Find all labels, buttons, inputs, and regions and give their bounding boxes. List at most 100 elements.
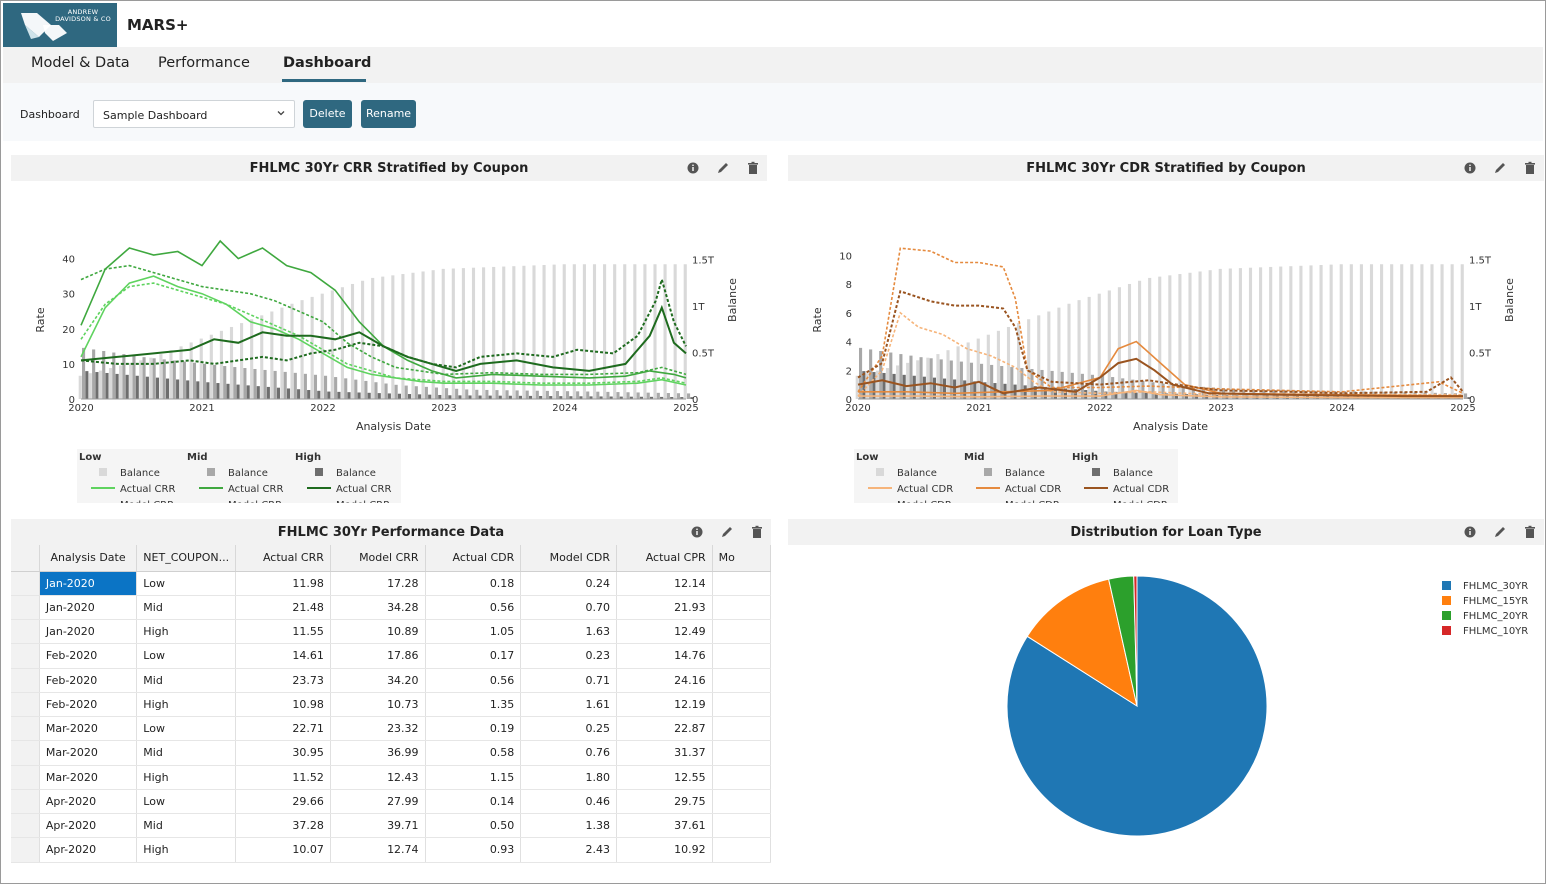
- table-cell[interactable]: High: [136, 765, 237, 790]
- table-cell[interactable]: 10.73: [330, 692, 426, 718]
- trash-icon[interactable]: [1522, 160, 1538, 176]
- table-cell[interactable]: [712, 595, 771, 621]
- table-row[interactable]: Mar-2020 Low 22.71 23.32 0.19 0.25 22.87: [11, 716, 771, 742]
- table-cell[interactable]: Feb-2020: [39, 668, 138, 693]
- table-cell[interactable]: 23.73: [235, 668, 331, 693]
- table-cell[interactable]: Apr-2020: [39, 837, 138, 863]
- table-cell[interactable]: 2.43: [520, 837, 617, 863]
- table-cell[interactable]: 12.49: [616, 619, 713, 645]
- delete-button[interactable]: Delete: [303, 100, 352, 128]
- table-cell[interactable]: 11.55: [235, 619, 331, 645]
- company-logo[interactable]: ANDREW DAVIDSON & CO: [3, 3, 117, 47]
- row-header[interactable]: [11, 692, 40, 718]
- row-header[interactable]: [11, 765, 40, 790]
- table-cell[interactable]: Mar-2020: [39, 765, 138, 790]
- table-cell[interactable]: Low: [136, 716, 237, 742]
- table-row[interactable]: Mar-2020 Mid 30.95 36.99 0.58 0.76 31.37: [11, 740, 771, 766]
- table-cell[interactable]: 12.55: [616, 765, 713, 790]
- table-cell[interactable]: 0.46: [520, 789, 617, 815]
- table-cell[interactable]: 0.18: [425, 571, 522, 596]
- row-header[interactable]: [11, 571, 40, 596]
- table-cell[interactable]: 14.76: [616, 643, 713, 669]
- table-cell[interactable]: Low: [136, 571, 237, 596]
- table-cell[interactable]: Low: [136, 789, 237, 815]
- table-cell[interactable]: Mid: [136, 813, 237, 839]
- table-cell[interactable]: [712, 837, 771, 863]
- table-cell[interactable]: 12.14: [616, 571, 713, 596]
- row-header[interactable]: [11, 716, 40, 742]
- table-cell[interactable]: 12.43: [330, 765, 426, 790]
- info-icon[interactable]: [685, 160, 701, 176]
- table-cell[interactable]: Mar-2020: [39, 716, 138, 742]
- table-row[interactable]: Apr-2020 Low 29.66 27.99 0.14 0.46 29.75: [11, 789, 771, 815]
- column-header[interactable]: Actual CPR: [616, 545, 713, 572]
- row-header[interactable]: [11, 813, 40, 839]
- table-cell[interactable]: Jan-2020: [39, 571, 138, 596]
- table-cell[interactable]: 34.28: [330, 595, 426, 621]
- table-cell[interactable]: 0.25: [520, 716, 617, 742]
- table-cell[interactable]: 21.93: [616, 595, 713, 621]
- table-row[interactable]: Apr-2020 Mid 37.28 39.71 0.50 1.38 37.61: [11, 813, 771, 839]
- table-cell[interactable]: 12.74: [330, 837, 426, 863]
- table-cell[interactable]: Jan-2020: [39, 619, 138, 645]
- row-header[interactable]: [11, 837, 40, 863]
- table-cell[interactable]: [712, 571, 771, 596]
- table-cell[interactable]: [712, 692, 771, 718]
- row-header[interactable]: [11, 595, 40, 621]
- table-cell[interactable]: 10.07: [235, 837, 331, 863]
- table-cell[interactable]: Mid: [136, 740, 237, 766]
- table-cell[interactable]: 0.56: [425, 595, 522, 621]
- row-header[interactable]: [11, 643, 40, 669]
- table-row[interactable]: Feb-2020 Low 14.61 17.86 0.17 0.23 14.76: [11, 643, 771, 669]
- info-icon[interactable]: [1462, 160, 1478, 176]
- table-cell[interactable]: [712, 643, 771, 669]
- table-cell[interactable]: 10.89: [330, 619, 426, 645]
- table-cell[interactable]: Apr-2020: [39, 789, 138, 815]
- table-cell[interactable]: 27.99: [330, 789, 426, 815]
- dashboard-select[interactable]: Sample Dashboard: [93, 100, 295, 128]
- info-icon[interactable]: [1462, 524, 1478, 540]
- table-cell[interactable]: 1.80: [520, 765, 617, 790]
- table-cell[interactable]: 31.37: [616, 740, 713, 766]
- table-cell[interactable]: [712, 813, 771, 839]
- table-cell[interactable]: 1.61: [520, 692, 617, 718]
- table-cell[interactable]: 29.66: [235, 789, 331, 815]
- table-row[interactable]: Mar-2020 High 11.52 12.43 1.15 1.80 12.55: [11, 765, 771, 790]
- table-cell[interactable]: 0.24: [520, 571, 617, 596]
- table-cell[interactable]: 30.95: [235, 740, 331, 766]
- table-cell[interactable]: 0.17: [425, 643, 522, 669]
- tab-dashboard[interactable]: Dashboard: [283, 55, 372, 71]
- table-cell[interactable]: Low: [136, 643, 237, 669]
- table-cell[interactable]: 17.28: [330, 571, 426, 596]
- table-cell[interactable]: 0.14: [425, 789, 522, 815]
- table-cell[interactable]: 39.71: [330, 813, 426, 839]
- trash-icon[interactable]: [1522, 524, 1538, 540]
- table-cell[interactable]: 1.05: [425, 619, 522, 645]
- column-header[interactable]: NET_COUPON...: [136, 545, 237, 572]
- table-cell[interactable]: 0.50: [425, 813, 522, 839]
- column-header[interactable]: Analysis Date: [39, 545, 138, 572]
- table-cell[interactable]: 37.28: [235, 813, 331, 839]
- table-cell[interactable]: 1.35: [425, 692, 522, 718]
- row-header[interactable]: [11, 789, 40, 815]
- table-cell[interactable]: Feb-2020: [39, 692, 138, 718]
- table-cell[interactable]: 21.48: [235, 595, 331, 621]
- table-cell[interactable]: 17.86: [330, 643, 426, 669]
- row-header[interactable]: [11, 740, 40, 766]
- table-cell[interactable]: [712, 789, 771, 815]
- row-header[interactable]: [11, 668, 40, 693]
- table-row[interactable]: Jan-2020 High 11.55 10.89 1.05 1.63 12.49: [11, 619, 771, 645]
- table-cell[interactable]: 22.87: [616, 716, 713, 742]
- table-cell[interactable]: 0.93: [425, 837, 522, 863]
- row-header[interactable]: [11, 619, 40, 645]
- table-cell[interactable]: 0.23: [520, 643, 617, 669]
- table-cell[interactable]: 24.16: [616, 668, 713, 693]
- table-cell[interactable]: 10.98: [235, 692, 331, 718]
- table-cell[interactable]: High: [136, 837, 237, 863]
- table-cell[interactable]: High: [136, 692, 237, 718]
- table-cell[interactable]: Mar-2020: [39, 740, 138, 766]
- table-cell[interactable]: Apr-2020: [39, 813, 138, 839]
- table-cell[interactable]: 12.19: [616, 692, 713, 718]
- table-cell[interactable]: Mid: [136, 668, 237, 693]
- table-cell[interactable]: 0.58: [425, 740, 522, 766]
